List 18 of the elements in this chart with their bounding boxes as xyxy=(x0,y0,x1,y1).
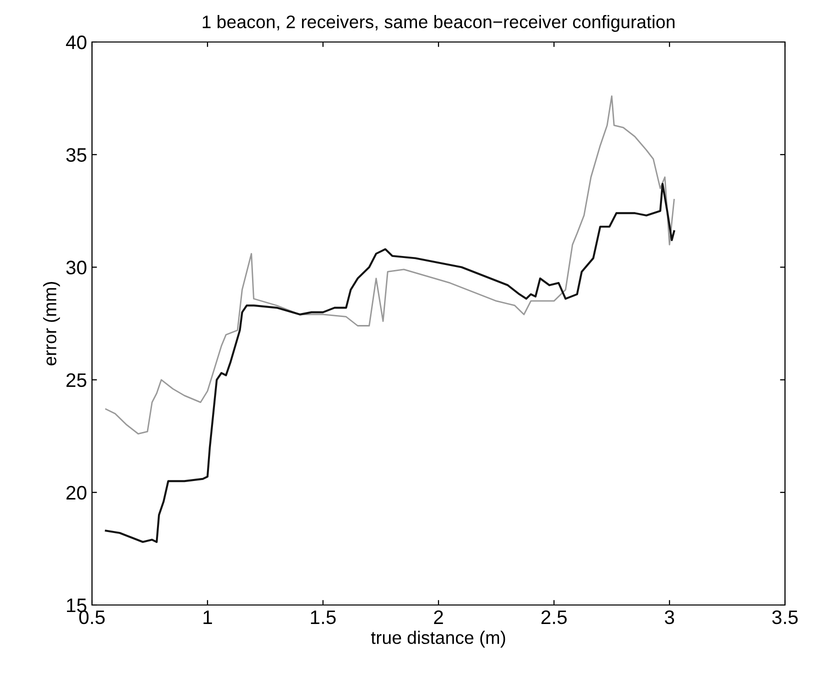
x-axis-title: true distance (m) xyxy=(371,630,506,648)
x-tick-label: 2 xyxy=(434,610,443,624)
x-tick-label: 1 xyxy=(204,610,212,624)
y-tick-label: 40 xyxy=(66,35,86,50)
y-axis-title: error (mm) xyxy=(43,282,60,366)
y-tick-label: 20 xyxy=(66,486,86,500)
x-tick-label: 2.5 xyxy=(541,610,567,624)
line-series xyxy=(105,95,675,435)
x-tick-label: 1.5 xyxy=(310,610,336,624)
y-tick-label: 15 xyxy=(66,598,86,612)
x-tick-label: 0.5 xyxy=(79,610,105,624)
x-tick-label: 3 xyxy=(664,610,674,624)
y-tick-label: 30 xyxy=(66,260,86,274)
y-tick-label: 25 xyxy=(66,373,86,388)
x-tick-label: 3.5 xyxy=(772,610,798,624)
y-tick-label: 35 xyxy=(66,148,86,162)
chart-title: 1 beacon, 2 receivers, same beacon−receiver configuration xyxy=(202,15,674,32)
line-series xyxy=(104,182,676,543)
